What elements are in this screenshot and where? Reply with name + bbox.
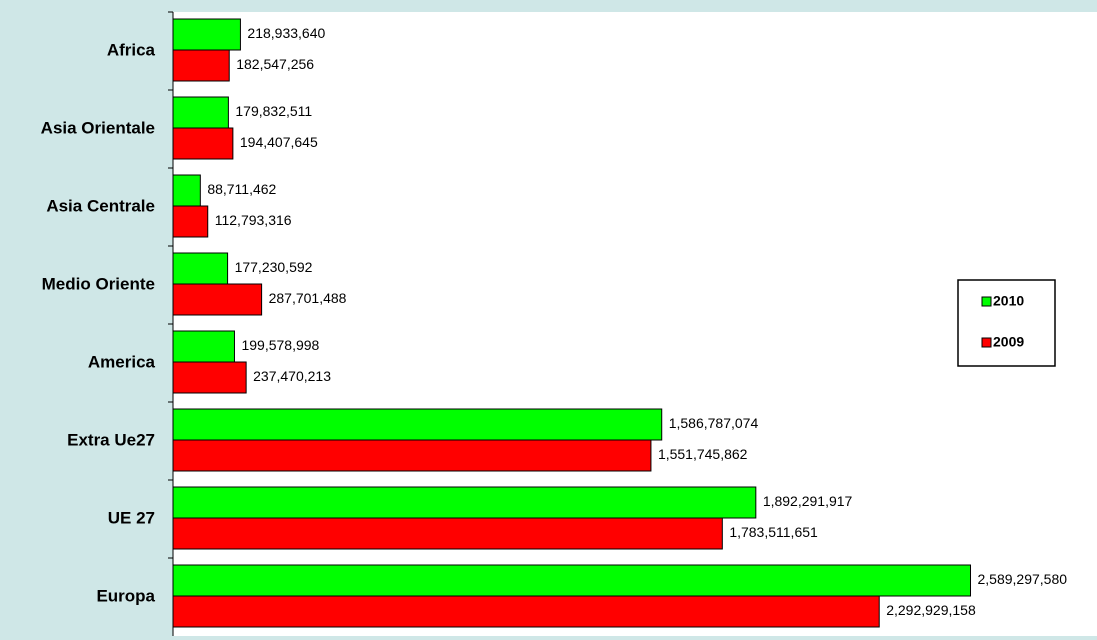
data-label: 112,793,316	[215, 212, 292, 228]
bar	[172, 252, 229, 285]
bar	[172, 486, 757, 519]
bar	[172, 49, 230, 82]
data-label: 1,892,291,917	[763, 493, 853, 509]
legend-swatch	[981, 337, 992, 348]
bar	[172, 361, 247, 394]
bar	[172, 408, 663, 441]
legend-label: 2010	[993, 293, 1024, 309]
bar	[172, 517, 723, 550]
y-tick-label: Asia Orientale	[41, 118, 155, 137]
data-label: 88,711,462	[207, 181, 276, 197]
bar	[172, 595, 880, 628]
y-tick-label: Extra Ue27	[67, 430, 155, 449]
bar	[172, 18, 241, 51]
y-tick-label: America	[88, 352, 156, 371]
data-label: 199,578,998	[241, 337, 319, 353]
data-label: 1,551,745,862	[658, 446, 748, 462]
y-tick-label: Medio Oriente	[42, 274, 155, 293]
bar	[172, 127, 234, 160]
legend: 2010 2009	[957, 279, 1056, 367]
bar	[172, 96, 229, 129]
data-label: 2,292,929,158	[886, 602, 976, 618]
data-label: 237,470,213	[253, 368, 331, 384]
data-label: 218,933,640	[247, 25, 325, 41]
legend-box	[957, 279, 1056, 367]
data-label: 177,230,592	[235, 259, 313, 275]
bar	[172, 439, 652, 472]
bar	[172, 205, 209, 238]
bar	[172, 174, 201, 207]
bar	[172, 330, 235, 363]
bar	[172, 564, 972, 597]
legend-label: 2009	[993, 334, 1024, 350]
y-tick-label: UE 27	[108, 508, 155, 527]
y-tick-label: Europa	[96, 586, 155, 605]
data-label: 287,701,488	[269, 290, 347, 306]
y-tick-label: Africa	[107, 40, 156, 59]
data-label: 194,407,645	[240, 134, 318, 150]
data-label: 1,783,511,651	[729, 524, 818, 540]
data-label: 1,586,787,074	[669, 415, 759, 431]
legend-swatch	[981, 296, 992, 307]
y-tick-label: Asia Centrale	[46, 196, 155, 215]
bar	[172, 283, 263, 316]
data-label: 182,547,256	[236, 56, 314, 72]
data-label: 179,832,511	[235, 103, 312, 119]
data-label: 2,589,297,580	[978, 571, 1068, 587]
